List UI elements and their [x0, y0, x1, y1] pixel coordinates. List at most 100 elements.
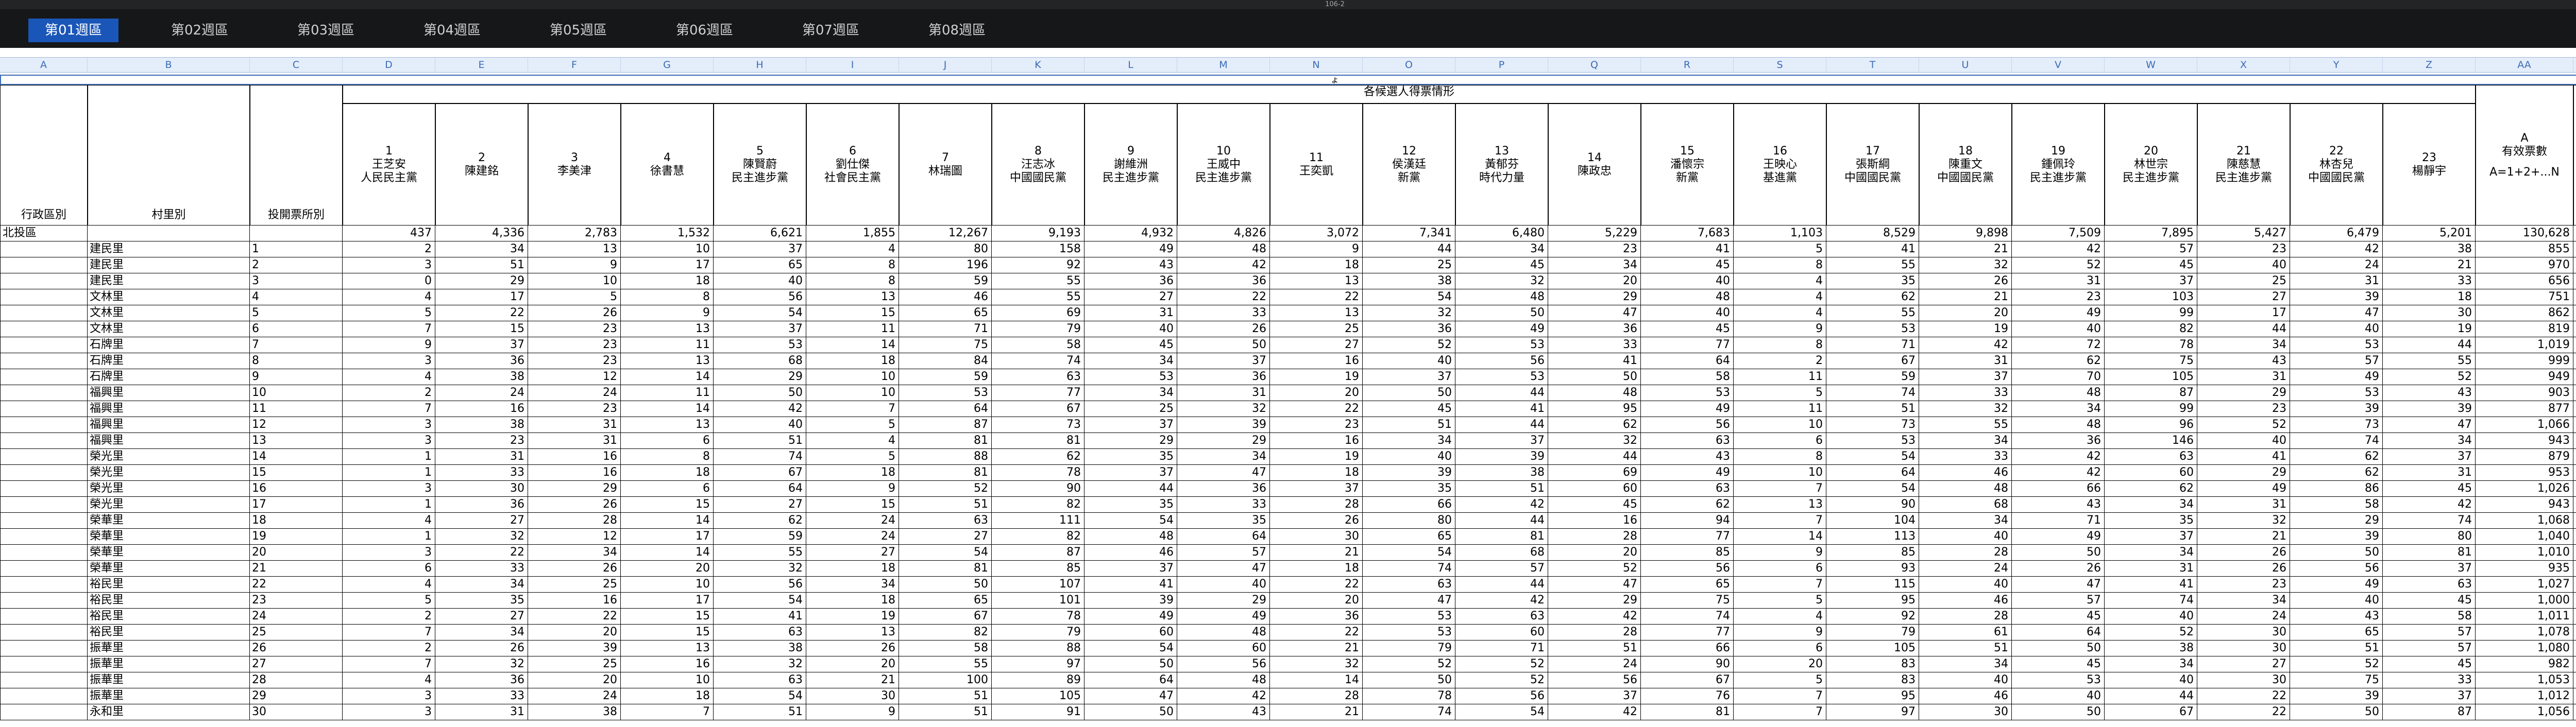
vote-cell[interactable]: 22 — [528, 609, 621, 625]
vote-cell[interactable]: 79 — [992, 321, 1084, 337]
column-letter-b[interactable]: B — [88, 58, 250, 72]
vote-cell[interactable]: 47 — [1548, 305, 1641, 321]
vote-cell[interactable]: 36 — [2012, 433, 2105, 449]
vote-cell[interactable]: 10 — [621, 577, 714, 593]
column-letter-p[interactable]: P — [1455, 58, 1548, 72]
vote-cell[interactable]: 59 — [714, 529, 806, 545]
vote-cell[interactable]: 47 — [1177, 465, 1270, 481]
vote-cell[interactable]: 63 — [1455, 609, 1548, 625]
vote-cell[interactable]: 31 — [528, 417, 621, 433]
vote-cell[interactable]: 78 — [992, 465, 1084, 481]
vote-cell[interactable]: 7 — [1734, 481, 1826, 497]
vote-cell[interactable]: 82 — [2105, 321, 2197, 337]
vote-cell[interactable]: 48 — [1455, 289, 1548, 305]
vote-cell[interactable]: 40 — [2290, 593, 2383, 609]
vote-cell[interactable]: 24 — [2290, 257, 2383, 273]
vote-cell[interactable]: 60 — [1455, 625, 1548, 641]
station-cell[interactable]: 10 — [250, 385, 343, 401]
village-cell[interactable]: 石牌里 — [88, 337, 250, 353]
vote-cell[interactable]: 13 — [806, 289, 899, 305]
vote-cell[interactable]: 49 — [1641, 465, 1734, 481]
vote-cell[interactable]: 37 — [1084, 465, 1177, 481]
vote-cell[interactable]: 90 — [992, 481, 1084, 497]
invalid-votes-cell[interactable]: 60 — [2573, 497, 2576, 513]
vote-cell[interactable]: 64 — [1177, 529, 1270, 545]
vote-cell[interactable]: 45 — [1363, 401, 1455, 417]
vote-cell[interactable]: 51 — [714, 704, 806, 720]
vote-cell[interactable]: 44 — [2197, 321, 2290, 337]
vote-cell[interactable]: 25 — [2197, 273, 2290, 289]
district-cell[interactable] — [0, 417, 88, 433]
vote-cell[interactable]: 54 — [1826, 449, 1919, 465]
vote-cell[interactable]: 51 — [899, 704, 992, 720]
village-cell[interactable]: 振華里 — [88, 688, 250, 704]
vote-cell[interactable]: 63 — [2383, 577, 2476, 593]
valid-votes-cell[interactable]: 877 — [2476, 401, 2573, 417]
vote-cell[interactable]: 81 — [992, 433, 1084, 449]
vote-cell[interactable]: 40 — [2012, 688, 2105, 704]
district-cell[interactable] — [0, 688, 88, 704]
vote-cell[interactable]: 23 — [528, 401, 621, 417]
vote-cell[interactable]: 22 — [2197, 704, 2290, 720]
column-letter-g[interactable]: G — [621, 58, 714, 72]
column-letter-i[interactable]: I — [806, 58, 899, 72]
vote-cell[interactable]: 18 — [806, 593, 899, 609]
district-cell[interactable] — [0, 353, 88, 369]
vote-cell[interactable]: 39 — [1177, 417, 1270, 433]
vote-cell[interactable]: 60 — [2105, 465, 2197, 481]
invalid-votes-cell[interactable]: 21 — [2573, 688, 2576, 704]
vote-cell[interactable]: 54 — [1826, 481, 1919, 497]
vote-cell[interactable]: 45 — [2383, 593, 2476, 609]
vote-cell[interactable]: 26 — [528, 497, 621, 513]
vote-cell[interactable]: 50 — [2290, 704, 2383, 720]
vote-cell[interactable]: 9 — [806, 704, 899, 720]
vote-cell[interactable]: 6 — [1734, 641, 1826, 656]
vote-cell[interactable]: 36 — [435, 353, 528, 369]
vote-cell[interactable]: 39 — [2290, 401, 2383, 417]
vote-cell[interactable]: 87 — [899, 417, 992, 433]
vote-cell[interactable]: 18 — [806, 561, 899, 577]
vote-cell[interactable]: 50 — [899, 577, 992, 593]
vote-cell[interactable]: 74 — [2105, 593, 2197, 609]
vote-cell[interactable]: 31 — [2105, 561, 2197, 577]
vote-cell[interactable]: 5 — [343, 305, 435, 321]
vote-cell[interactable]: 105 — [2105, 369, 2197, 385]
vote-cell[interactable]: 7 — [343, 401, 435, 417]
vote-cell[interactable]: 79 — [1826, 625, 1919, 641]
valid-votes-cell[interactable]: 819 — [2476, 321, 2573, 337]
vote-cell[interactable]: 28 — [528, 513, 621, 529]
vote-cell[interactable]: 13 — [621, 321, 714, 337]
vote-cell[interactable]: 81 — [899, 433, 992, 449]
column-letter-n[interactable]: N — [1270, 58, 1363, 72]
vote-cell[interactable]: 40 — [1919, 672, 2012, 688]
vote-cell[interactable]: 82 — [992, 497, 1084, 513]
station-cell[interactable]: 16 — [250, 481, 343, 497]
vote-cell[interactable]: 63 — [2105, 449, 2197, 465]
vote-cell[interactable]: 79 — [1363, 641, 1455, 656]
vote-cell[interactable]: 62 — [992, 449, 1084, 465]
vote-cell[interactable]: 40 — [1177, 577, 1270, 593]
station-cell[interactable]: 23 — [250, 593, 343, 609]
vote-cell[interactable]: 42 — [1548, 704, 1641, 720]
village-cell[interactable] — [88, 226, 250, 241]
vote-cell[interactable]: 7,509 — [2012, 226, 2105, 241]
vote-cell[interactable]: 42 — [2012, 465, 2105, 481]
vote-cell[interactable]: 28 — [1270, 497, 1363, 513]
vote-cell[interactable]: 14 — [621, 369, 714, 385]
vote-cell[interactable]: 44 — [1455, 513, 1548, 529]
vote-cell[interactable]: 10 — [621, 672, 714, 688]
vote-cell[interactable]: 49 — [2012, 529, 2105, 545]
vote-cell[interactable]: 34 — [2012, 401, 2105, 417]
district-cell[interactable] — [0, 273, 88, 289]
vote-cell[interactable]: 38 — [2105, 641, 2197, 656]
sheet-tab-4[interactable]: 第04週區 — [423, 23, 481, 38]
vote-cell[interactable]: 1,103 — [1734, 226, 1826, 241]
selected-cell[interactable]: ょ — [0, 75, 2576, 85]
vote-cell[interactable]: 7 — [1734, 513, 1826, 529]
district-cell[interactable] — [0, 449, 88, 465]
vote-cell[interactable]: 39 — [1363, 465, 1455, 481]
district-cell[interactable] — [0, 257, 88, 273]
vote-cell[interactable]: 62 — [2105, 481, 2197, 497]
vote-cell[interactable]: 84 — [899, 353, 992, 369]
vote-cell[interactable]: 3 — [343, 481, 435, 497]
